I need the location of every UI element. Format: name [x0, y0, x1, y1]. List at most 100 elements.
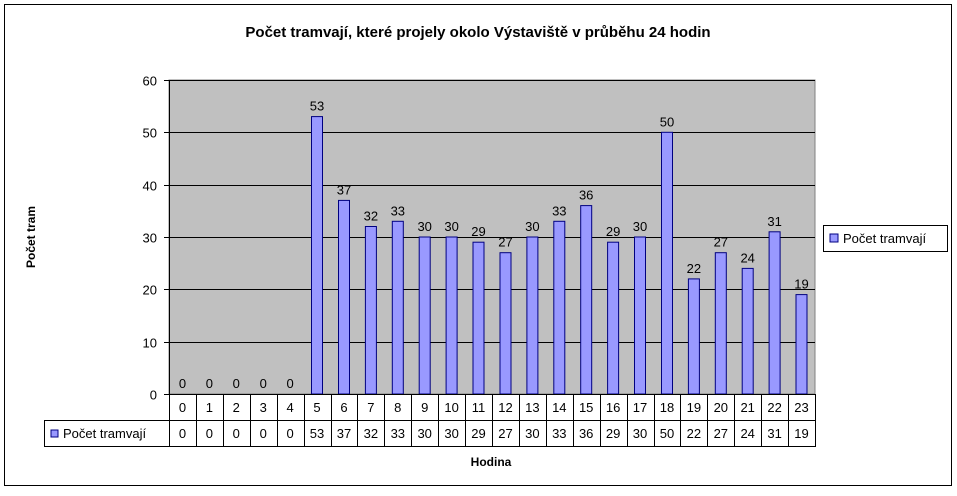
table-value-cell: 24: [740, 426, 754, 441]
bar: [634, 236, 646, 395]
table-value-cell: 53: [310, 426, 324, 441]
legend-box: [823, 225, 948, 252]
bar-data-label: 0: [179, 376, 186, 391]
x-tick-label: 10: [444, 400, 458, 415]
x-tick-label: 3: [260, 400, 267, 415]
bar-data-label: 53: [310, 99, 324, 114]
bar: [364, 226, 377, 395]
bar-data-label: 30: [525, 219, 539, 234]
bar-data-label: 33: [552, 203, 566, 218]
x-tick-label: 0: [179, 400, 186, 415]
bar-data-label: 27: [498, 235, 512, 250]
x-axis-label: Hodina: [471, 455, 512, 469]
bar: [741, 267, 754, 395]
y-tick-label: 60: [143, 74, 157, 89]
bar: [553, 220, 566, 395]
y-axis-ticks: 0 10 20 30 40 50 60: [143, 74, 170, 403]
bar-data-label: 30: [633, 219, 647, 234]
table-value-cell: 30: [417, 426, 431, 441]
x-tick-label: 15: [579, 400, 593, 415]
bar-data-label: 0: [206, 376, 213, 391]
bar-data-label: 19: [794, 277, 808, 292]
x-tick-label: 22: [767, 400, 781, 415]
x-tick-label: 23: [794, 400, 808, 415]
bar-data-label: 29: [471, 224, 485, 239]
x-tick-label: 20: [714, 400, 728, 415]
table-value-cell: 50: [660, 426, 674, 441]
bar: [391, 220, 404, 395]
table-value-cell: 0: [179, 426, 186, 441]
bar: [311, 116, 323, 395]
x-tick-label: 18: [660, 400, 674, 415]
table-value-cell: 29: [606, 426, 620, 441]
table-value-cell: 33: [552, 426, 566, 441]
x-tick-label: 8: [394, 400, 401, 415]
bar-data-label: 30: [417, 219, 431, 234]
data-table: 0010203040553637732833930103011291227133…: [44, 394, 816, 447]
bar: [338, 199, 350, 395]
y-tick-label: 10: [143, 336, 157, 351]
x-tick-label: 1: [206, 400, 213, 415]
table-value-cell: 0: [260, 426, 267, 441]
x-tick-label: 4: [286, 400, 293, 415]
x-tick-label: 16: [606, 400, 620, 415]
legend-key: [829, 233, 839, 243]
bar-data-label: 22: [687, 261, 701, 276]
table-series-label: Počet tramvají: [63, 426, 146, 441]
table-value-cell: 0: [286, 426, 293, 441]
y-tick-label: 0: [150, 388, 157, 403]
table-value-cell: 31: [767, 426, 781, 441]
table-value-cell: 30: [525, 426, 539, 441]
bar-data-label: 0: [233, 376, 240, 391]
x-tick-label: 12: [498, 400, 512, 415]
bar: [768, 231, 781, 395]
chart-title: Počet tramvají, které projely okolo Výst…: [245, 24, 710, 41]
x-tick-label: 5: [313, 400, 320, 415]
x-tick-label: 13: [525, 400, 539, 415]
bar: [661, 131, 673, 395]
x-tick-label: 19: [687, 400, 701, 415]
bar: [607, 241, 620, 395]
bar: [795, 294, 808, 395]
table-value-cell: 0: [206, 426, 213, 441]
bar-data-label: 0: [260, 376, 267, 391]
x-tick-label: 21: [740, 400, 754, 415]
bar-data-label: 29: [606, 224, 620, 239]
gridlines: [169, 80, 815, 343]
legend: Počet tramvají: [823, 225, 948, 252]
y-axis-label: Počet tram: [24, 206, 38, 268]
x-tick-label: 6: [340, 400, 347, 415]
x-tick-label: 14: [552, 400, 566, 415]
x-tick-label: 17: [633, 400, 647, 415]
table-legend-key: [50, 429, 59, 438]
table-value-cell: 27: [498, 426, 512, 441]
table-value-cell: 29: [471, 426, 485, 441]
x-tick-label: 11: [472, 400, 486, 415]
table-series-row: [44, 420, 816, 447]
table-value-cell: 33: [391, 426, 405, 441]
bar-data-label: 32: [364, 209, 378, 224]
table-value-cell: 36: [579, 426, 593, 441]
bar-data-label: 24: [740, 250, 754, 265]
bar-data-label: 31: [767, 214, 781, 229]
table-value-cell: 30: [633, 426, 647, 441]
bar-data-label: 27: [714, 235, 728, 250]
legend-label: Počet tramvají: [843, 231, 926, 246]
bar-data-label: 50: [660, 114, 674, 129]
bar: [418, 236, 431, 395]
bar: [445, 236, 458, 395]
bar-data-label: 30: [444, 219, 458, 234]
bar: [499, 252, 512, 395]
table-value-cell: 19: [794, 426, 808, 441]
table-value-cell: 32: [364, 426, 378, 441]
bar-data-labels: 0 0 0 0 0 53 37 32 33 30 30 29 27 30 33 36 29 30 50 22 27 24 3…: [179, 99, 809, 391]
table-value-cell: 22: [687, 426, 701, 441]
bars: [169, 116, 815, 395]
bar: [580, 205, 593, 395]
bar-data-label: 36: [579, 188, 593, 203]
y-tick-label: 20: [143, 283, 157, 298]
y-tick-label: 40: [143, 179, 157, 194]
y-tick-label: 30: [143, 231, 157, 246]
